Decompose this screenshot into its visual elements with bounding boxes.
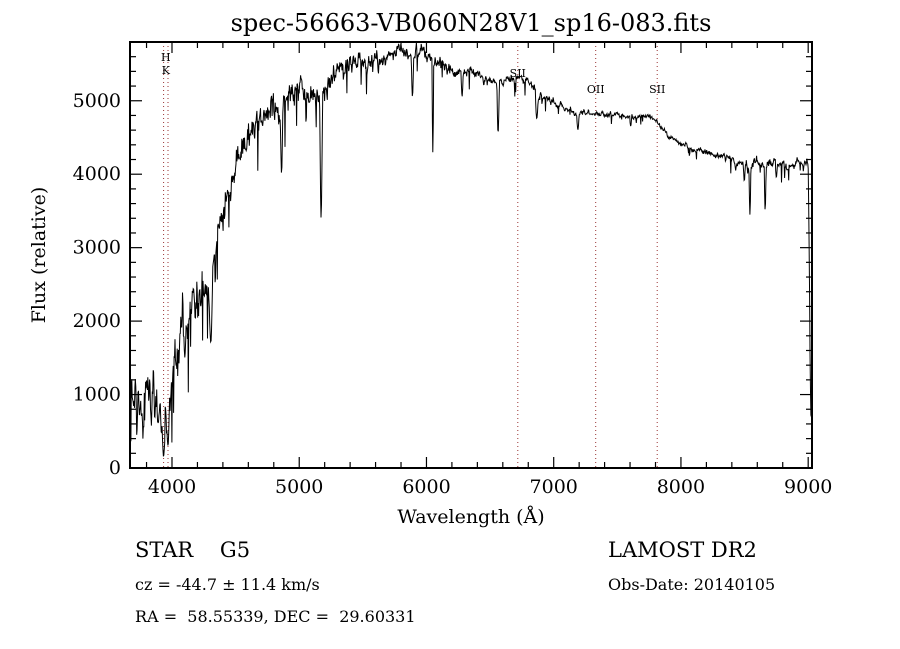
plot-title: spec-56663-VB060N28V1_sp16-083.fits <box>231 9 712 37</box>
y-axis-label: Flux (relative) <box>28 187 50 324</box>
svg-text:7000: 7000 <box>530 476 578 498</box>
svg-text:4000: 4000 <box>148 476 196 498</box>
axis-ticks <box>130 42 812 469</box>
svg-text:SII: SII <box>649 83 665 96</box>
svg-text:8000: 8000 <box>657 476 705 498</box>
x-axis-label: Wavelength (Å) <box>397 506 544 528</box>
svg-text:4000: 4000 <box>73 163 121 185</box>
svg-text:2000: 2000 <box>73 310 121 332</box>
svg-text:1000: 1000 <box>73 384 121 406</box>
svg-text:OII: OII <box>587 83 605 96</box>
marker-lines <box>163 42 658 468</box>
svg-text:9000: 9000 <box>784 476 832 498</box>
svg-text:SII: SII <box>510 67 526 80</box>
svg-text:H: H <box>161 51 171 64</box>
footer-velocity: cz = -44.7 ± 11.4 km/s <box>135 575 320 594</box>
footer-survey: LAMOST DR2 <box>608 538 757 562</box>
y-tick-labels: 0 1000 2000 3000 4000 5000 <box>73 90 121 479</box>
footer-obs-date: Obs-Date: 20140105 <box>608 575 775 594</box>
svg-text:5000: 5000 <box>275 476 323 498</box>
svg-text:K: K <box>162 64 171 77</box>
svg-text:0: 0 <box>109 457 121 479</box>
spectrum-line <box>129 42 813 457</box>
footer-coordinates: RA = 58.55339, DEC = 29.60331 <box>135 607 416 626</box>
plot-frame <box>129 41 813 469</box>
svg-text:5000: 5000 <box>73 90 121 112</box>
spectral-line-labels: HK SII OII SII <box>161 51 665 96</box>
svg-text:3000: 3000 <box>73 237 121 259</box>
x-tick-labels: 4000 5000 6000 7000 8000 9000 <box>148 476 833 498</box>
footer-object-class: STAR G5 <box>135 538 250 562</box>
svg-text:6000: 6000 <box>402 476 450 498</box>
